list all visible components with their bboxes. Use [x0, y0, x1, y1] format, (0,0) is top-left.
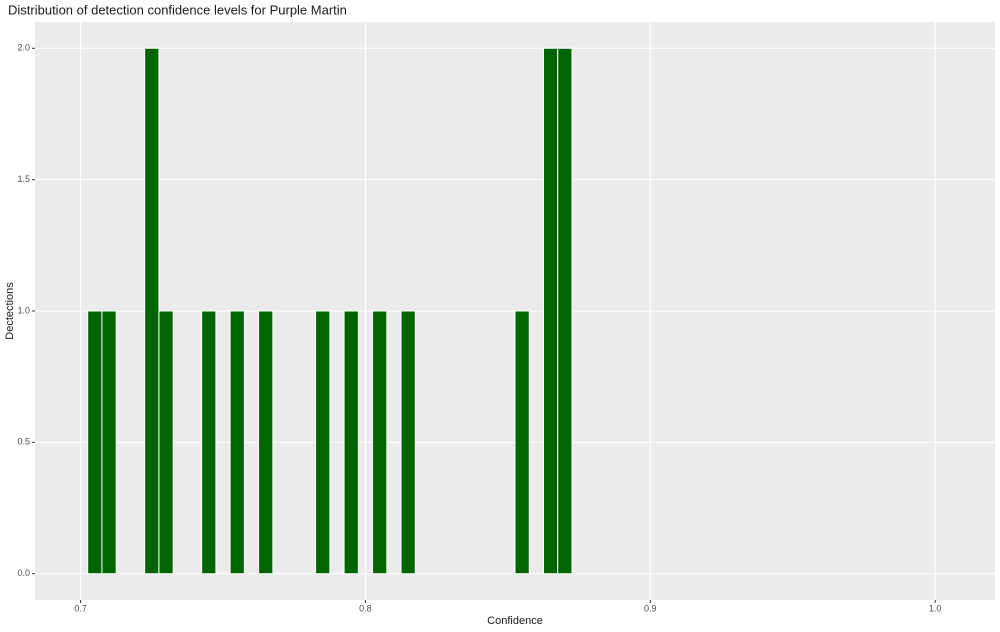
x-tick-label: 1.0	[929, 603, 942, 613]
bar	[514, 310, 530, 575]
y-axis-label: Dectections	[4, 282, 16, 340]
x-tick-label: 0.8	[359, 603, 372, 613]
bar	[87, 310, 103, 575]
y-tick-label: 0.5	[17, 437, 30, 447]
bar	[542, 47, 559, 575]
bar	[229, 310, 245, 575]
chart-title: Distribution of detection confidence lev…	[8, 2, 347, 17]
x-tick-label: 0.9	[644, 603, 657, 613]
x-tick-label: 0.7	[74, 603, 87, 613]
bar	[400, 310, 416, 575]
y-tick-label: 1.5	[17, 174, 30, 184]
bar	[258, 310, 274, 575]
y-tick-label: 0.0	[17, 568, 30, 578]
y-tick-label: 1.0	[17, 305, 30, 315]
bar	[201, 310, 217, 575]
bar	[101, 310, 117, 575]
bar	[372, 310, 388, 575]
x-axis-label: Confidence	[487, 615, 543, 627]
bar	[144, 47, 160, 575]
bar	[315, 310, 331, 575]
y-tick-label: 2.0	[17, 43, 30, 53]
bar	[557, 47, 573, 575]
bar	[343, 310, 359, 575]
bar	[158, 310, 174, 575]
